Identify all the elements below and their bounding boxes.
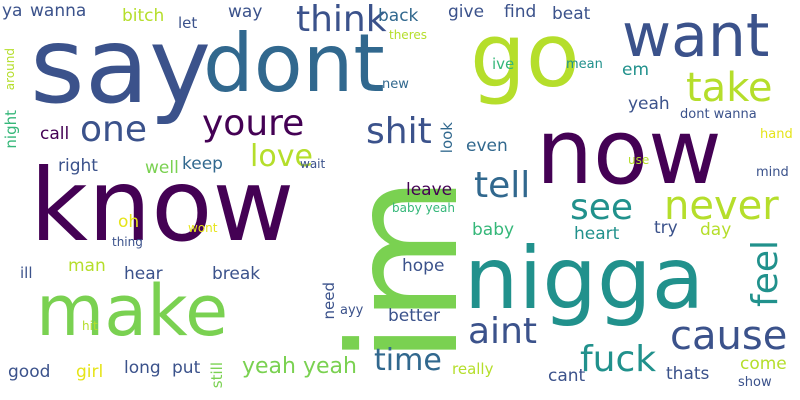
word-new: new — [382, 77, 409, 92]
word-theres: theres — [389, 28, 427, 42]
word-find: find — [504, 2, 537, 22]
word-well: well — [145, 158, 179, 178]
word-one: one — [80, 109, 147, 150]
word-cant: cant — [548, 366, 586, 386]
word-look: look — [438, 122, 456, 154]
word-ya: ya — [2, 1, 23, 21]
word-good: good — [8, 362, 51, 382]
word-show: show — [738, 375, 772, 390]
word-think: think — [296, 0, 387, 40]
word-dont: dont — [203, 17, 385, 110]
word-say: say — [30, 5, 212, 127]
word-try: try — [654, 218, 678, 238]
word-break: break — [212, 264, 261, 284]
word-baby-yeah: baby yeah — [392, 201, 455, 215]
word-way: way — [228, 2, 263, 22]
word-wanna: wanna — [30, 1, 87, 21]
word-better: better — [388, 306, 441, 326]
word-right: right — [58, 156, 98, 176]
word-heart: heart — [574, 224, 620, 244]
word-really: really — [452, 360, 494, 378]
word-make: make — [36, 270, 229, 352]
word-mind: mind — [756, 165, 789, 180]
word-shit: shit — [366, 111, 432, 152]
word-see: see — [570, 187, 634, 228]
word-now: now — [536, 100, 722, 205]
word-thats: thats — [666, 364, 710, 384]
word-mean: mean — [566, 57, 603, 72]
word-come: come — [740, 354, 787, 374]
word-keep: keep — [182, 154, 223, 174]
word-fuck: fuck — [580, 339, 657, 380]
word-love: love — [250, 139, 313, 174]
word-night: night — [2, 110, 20, 149]
word-hope: hope — [402, 256, 445, 276]
word-put: put — [172, 358, 201, 378]
word-girl: girl — [76, 362, 104, 382]
word-know: know — [30, 147, 295, 264]
word-never: never — [664, 183, 779, 229]
word-even: even — [466, 136, 508, 156]
word-beat: beat — [552, 4, 591, 24]
word-hit: hit — [82, 319, 98, 333]
word-baby: baby — [472, 220, 515, 240]
word-feel: feel — [745, 240, 786, 307]
word-wait: wait — [300, 157, 326, 171]
word-want: want — [622, 1, 770, 71]
word-use: use — [628, 153, 650, 167]
word-nigga: nigga — [464, 229, 705, 329]
word-aint: aint — [468, 311, 537, 352]
word-go: go — [470, 4, 580, 107]
word-man: man — [68, 256, 106, 276]
word-call: call — [40, 124, 70, 144]
word-oh: oh — [118, 212, 140, 232]
word-leave: leave — [406, 180, 453, 200]
word-around: around — [3, 48, 17, 91]
word-dont-wanna: dont wanna — [680, 107, 757, 122]
word-take: take — [686, 65, 773, 111]
word-yeah-yeah: yeah yeah — [242, 354, 357, 379]
word-ive: ive — [492, 55, 515, 73]
word-give: give — [448, 2, 485, 22]
word-let: let — [178, 14, 198, 32]
word-em: em — [622, 60, 650, 80]
word-youre: youre — [202, 103, 305, 144]
word-tell: tell — [474, 165, 531, 206]
word-still: still — [208, 362, 226, 389]
word-time: time — [374, 343, 442, 378]
word-yeah: yeah — [628, 94, 670, 114]
word-long: long — [124, 358, 161, 378]
word-thing: thing — [112, 235, 143, 249]
word-bitch: bitch — [122, 6, 165, 26]
word-cause: cause — [670, 313, 788, 359]
word-day: day — [700, 220, 732, 240]
word-ayy: ayy — [340, 303, 364, 318]
word-back: back — [378, 6, 419, 26]
word-hand: hand — [760, 127, 793, 142]
word-hear: hear — [124, 264, 163, 284]
word-wont: wont — [188, 221, 218, 235]
word-need: need — [320, 282, 338, 320]
word-ill: ill — [20, 264, 33, 282]
